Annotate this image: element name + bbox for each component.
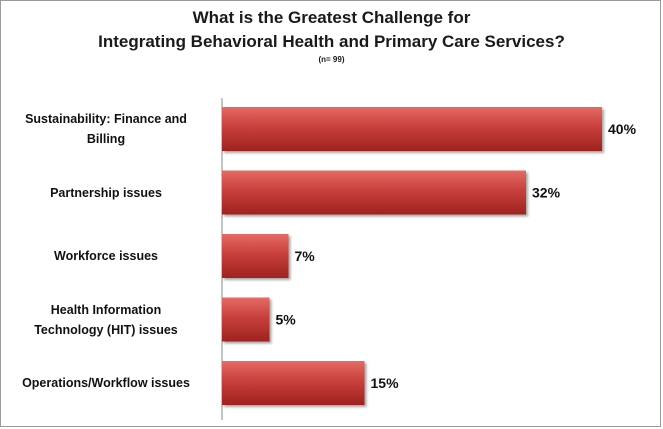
bars: 40% 32% 7% 5% 15% [222,107,637,405]
chart-title: What is the Greatest Challenge for Integ… [0,6,663,66]
bar-1 [222,170,526,215]
bar-4 [222,361,365,405]
value-label-0: 40% [608,121,637,137]
category-label-3-line-0: Health Information [50,302,162,317]
category-label-3-line-1: Technology (HIT) issues [34,322,178,337]
chart-sample-size: (n= 99) [318,55,345,64]
chart-title-line-1: What is the Greatest Challenge for [192,8,471,27]
bar-3 [222,297,270,342]
category-label-1: Partnership issues [50,185,162,200]
value-label-1: 32% [532,185,561,201]
category-label-2: Workforce issues [54,249,158,263]
bar-0 [222,107,602,151]
category-label-3: Health Information Technology (HIT) issue… [0,300,212,340]
value-label-3: 5% [276,312,297,328]
chart-title-line-2: Integrating Behavioral Health and Primar… [98,32,565,51]
value-label-2: 7% [295,248,316,264]
bar-2 [222,234,289,278]
category-label-0-line-0: Sustainability: Finance and [25,112,187,126]
category-label-0-line-1: Billing [86,132,126,146]
category-label-0: Sustainability: Finance and Billing [0,109,212,149]
value-label-4: 15% [371,375,400,391]
category-label-4: Operations/Workflow issues [22,376,190,390]
